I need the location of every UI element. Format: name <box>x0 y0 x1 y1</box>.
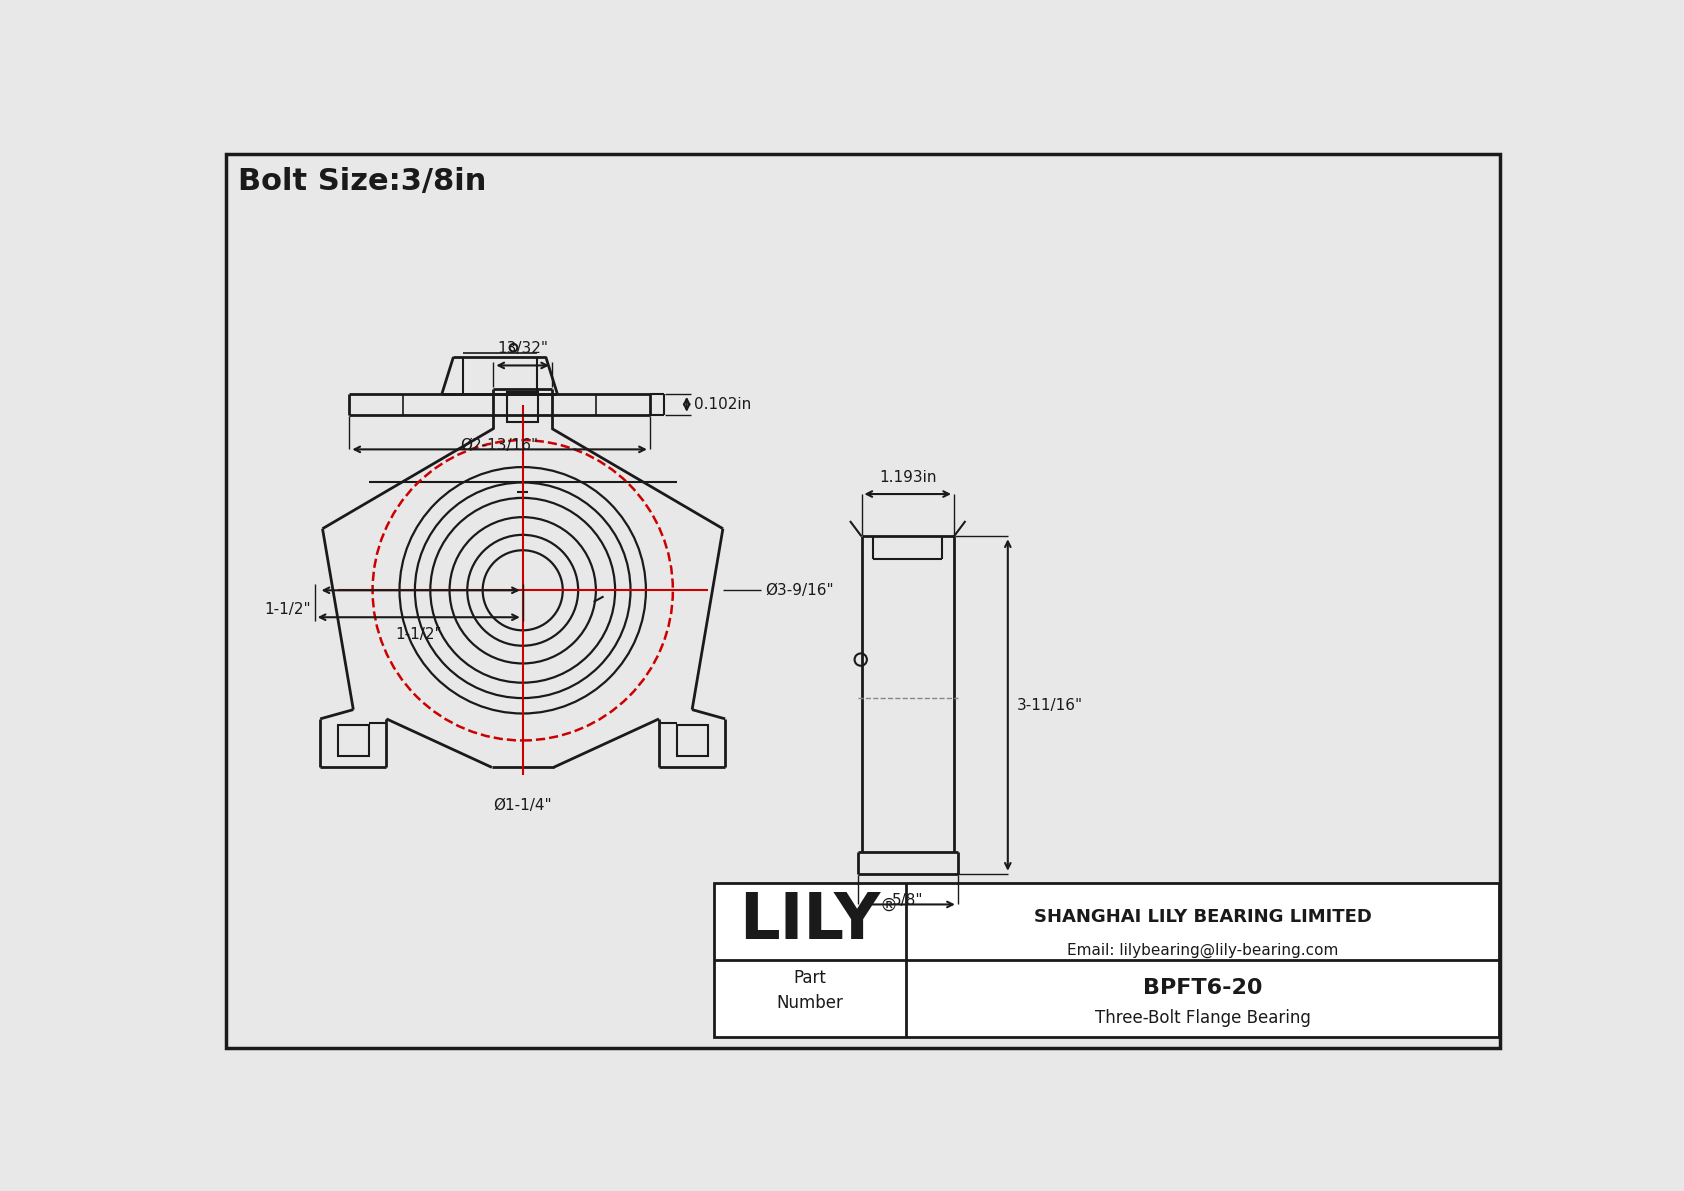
Bar <box>507 392 539 423</box>
Text: Ø3-9/16": Ø3-9/16" <box>765 582 834 598</box>
Text: ®: ® <box>879 897 898 915</box>
Text: Ø1-1/4": Ø1-1/4" <box>493 798 552 813</box>
Text: 0.102in: 0.102in <box>694 397 751 412</box>
Text: Three-Bolt Flange Bearing: Three-Bolt Flange Bearing <box>1095 1010 1310 1028</box>
Text: Bolt Size:3/8in: Bolt Size:3/8in <box>237 167 487 195</box>
Text: LILY: LILY <box>739 891 881 953</box>
Text: 1.193in: 1.193in <box>879 469 936 485</box>
Bar <box>338 725 369 756</box>
Text: Ø2-13/16": Ø2-13/16" <box>460 438 539 453</box>
Text: 1-1/2": 1-1/2" <box>264 601 312 617</box>
Text: 3-11/16": 3-11/16" <box>1017 698 1083 712</box>
Bar <box>714 883 1499 1037</box>
Text: Part
Number: Part Number <box>776 969 844 1012</box>
Bar <box>677 725 707 756</box>
Text: BPFT6-20: BPFT6-20 <box>1143 978 1263 998</box>
Text: SHANGHAI LILY BEARING LIMITED: SHANGHAI LILY BEARING LIMITED <box>1034 908 1371 925</box>
Text: 1-1/2": 1-1/2" <box>396 628 443 642</box>
Text: 5/8": 5/8" <box>893 893 923 908</box>
Text: Email: lilybearing@lily-bearing.com: Email: lilybearing@lily-bearing.com <box>1068 943 1339 959</box>
Text: 13/32": 13/32" <box>497 341 549 356</box>
